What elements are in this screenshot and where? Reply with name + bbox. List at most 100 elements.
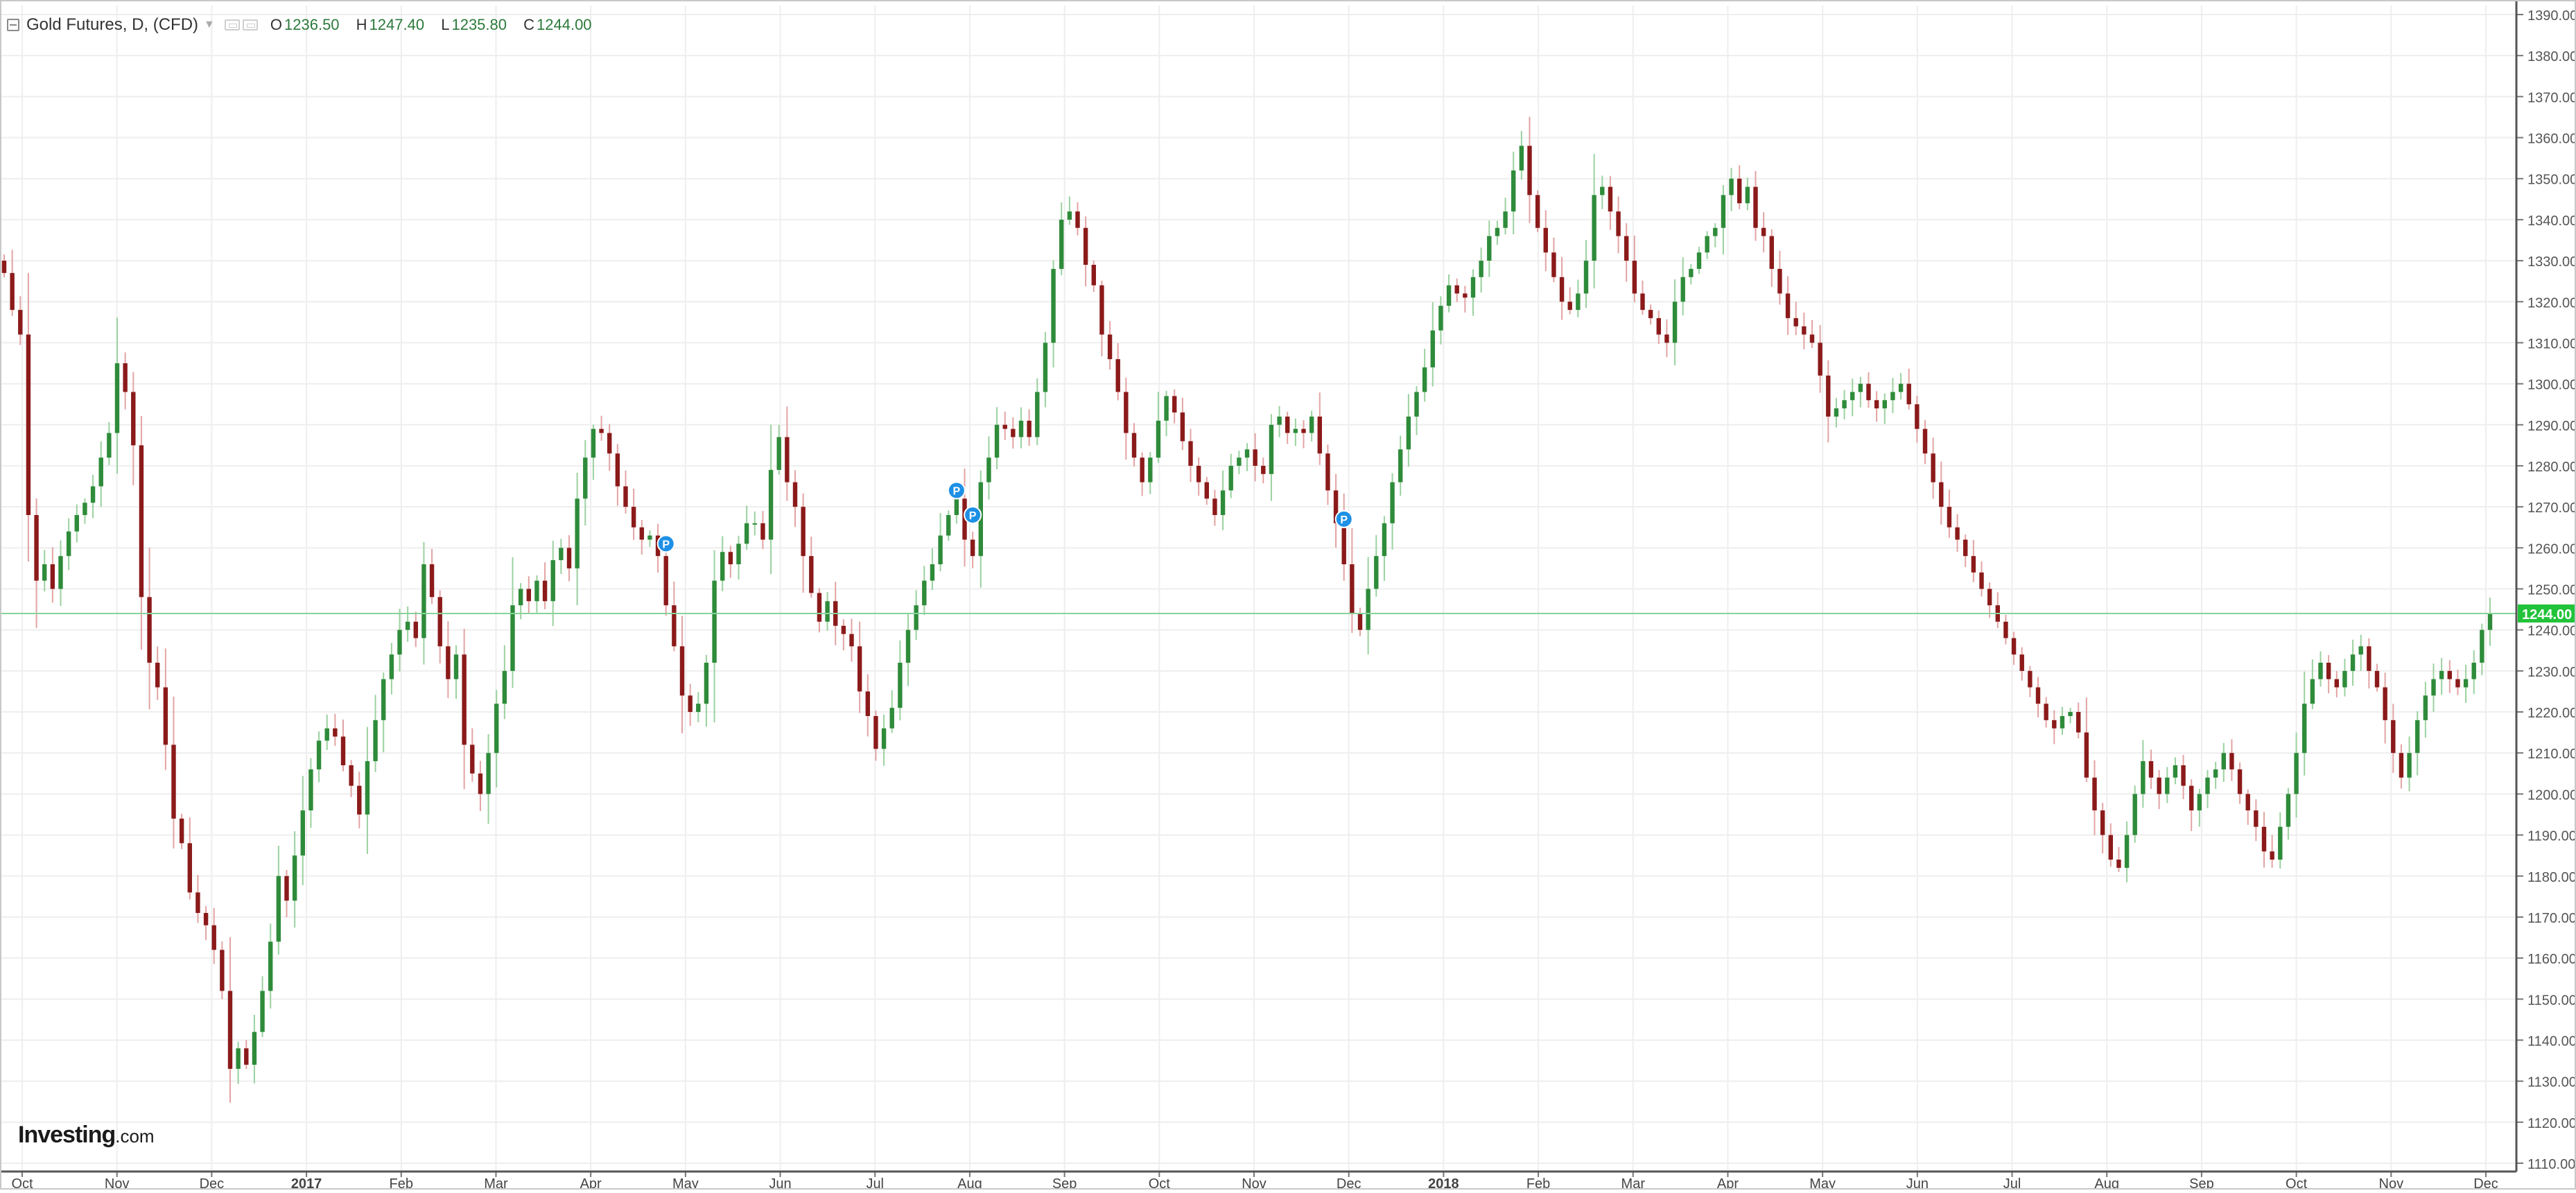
candle-body — [1470, 277, 1476, 298]
y-tick-label: 1170.00 — [2527, 911, 2576, 926]
candle-body — [1689, 268, 1694, 277]
y-tick-label: 1300.00 — [2527, 378, 2576, 393]
candle-body — [2237, 769, 2243, 794]
candle-body — [478, 773, 483, 794]
candle-body — [2035, 687, 2041, 704]
candle-body — [1293, 428, 1298, 433]
candle-body — [252, 1031, 257, 1065]
candle-body — [1802, 326, 1807, 335]
dividend-marker[interactable]: P — [1334, 510, 1353, 528]
candle-body — [760, 523, 765, 540]
candle-body — [1696, 252, 1702, 269]
candle-body — [720, 552, 725, 581]
candle-body — [300, 810, 305, 856]
y-tick-label: 1120.00 — [2527, 1116, 2576, 1131]
candle-body — [1955, 527, 1960, 540]
candle-body — [2254, 810, 2259, 827]
candle-body — [817, 593, 822, 622]
marker-circle — [656, 534, 675, 553]
candle-body — [2084, 732, 2089, 778]
collapse-legend-button[interactable] — [7, 19, 19, 31]
chevron-down-icon[interactable]: ▼ — [204, 19, 215, 31]
candle-body — [1737, 178, 1742, 204]
candle-body — [486, 753, 491, 794]
settings-icon[interactable] — [224, 19, 240, 31]
candle-body — [2092, 777, 2097, 811]
candle-body — [1204, 482, 1209, 499]
marker-label: P — [1340, 514, 1348, 526]
candle-body — [607, 433, 612, 454]
dividend-marker[interactable]: P — [964, 505, 982, 524]
candle-body — [2407, 753, 2412, 778]
candle-body — [1366, 589, 1370, 630]
candle-body — [639, 527, 644, 540]
x-tick-label: Nov — [1242, 1176, 1267, 1190]
candle-body — [1866, 383, 1871, 401]
y-tick-label: 1250.00 — [2527, 583, 2576, 598]
dividend-marker[interactable]: P — [947, 481, 966, 500]
candle-body — [1430, 330, 1435, 367]
y-tick-label: 1290.00 — [2527, 419, 2576, 434]
candle-body — [542, 580, 548, 602]
x-tick-label: Aug — [957, 1176, 982, 1190]
candle-body — [1826, 375, 1831, 417]
candle-body — [591, 428, 596, 458]
candle-body — [1406, 416, 1411, 450]
candle-body — [357, 785, 362, 815]
candle-body — [340, 736, 346, 765]
x-tick-label: Jun — [769, 1176, 791, 1190]
candle-body — [2181, 765, 2186, 786]
candle-body — [2124, 835, 2130, 868]
candle-body — [236, 1048, 241, 1069]
low-value: 1235.80 — [451, 16, 507, 33]
candle-body — [704, 663, 709, 704]
candle-body — [98, 458, 103, 487]
x-tick-label: May — [672, 1176, 699, 1190]
candle-body — [1511, 170, 1516, 212]
candle-body — [1600, 186, 1605, 195]
candle-body — [889, 708, 894, 729]
candle-body — [954, 498, 959, 515]
candle-body — [1285, 416, 1290, 433]
candle-body — [1713, 227, 1718, 236]
candle-body — [437, 597, 442, 647]
candle-body — [139, 445, 144, 598]
candle-body — [792, 482, 798, 507]
candle-body — [2189, 785, 2194, 811]
candle-body — [583, 458, 588, 499]
candle-body — [2471, 663, 2476, 679]
candle-body — [74, 514, 79, 532]
candle-body — [2447, 670, 2452, 679]
candle-body — [1616, 211, 1621, 236]
x-tick-label: Jul — [2003, 1176, 2021, 1190]
candle-body — [1, 261, 7, 273]
candle-body — [905, 629, 911, 663]
candle-body — [2342, 670, 2347, 688]
x-tick-label: Oct — [1149, 1176, 1171, 1190]
candle-body — [1131, 433, 1137, 458]
candle-body — [2302, 704, 2307, 754]
x-tick-label: Sep — [1052, 1176, 1077, 1190]
dividend-marker[interactable]: P — [656, 534, 675, 553]
candle-body — [2415, 720, 2420, 754]
hide-series-icon[interactable] — [242, 19, 258, 31]
candle-body — [2197, 794, 2202, 811]
high-value: 1247.40 — [369, 16, 425, 33]
candle-body — [58, 556, 63, 589]
x-tick-label: Oct — [2286, 1176, 2308, 1190]
candle-body — [413, 621, 418, 638]
candle-body — [679, 646, 685, 696]
candle-body — [1624, 236, 1629, 261]
candle-body — [2487, 613, 2493, 630]
candle-body — [1729, 178, 1734, 195]
candle-body — [752, 523, 757, 525]
candle-body — [2060, 715, 2065, 729]
candle-body — [1075, 211, 1080, 228]
candle-body — [1842, 400, 1847, 409]
last-price-label: 1244.00 — [2522, 607, 2572, 622]
y-tick-label: 1280.00 — [2527, 460, 2576, 475]
candle-body — [575, 498, 580, 568]
candle-body — [389, 654, 394, 679]
